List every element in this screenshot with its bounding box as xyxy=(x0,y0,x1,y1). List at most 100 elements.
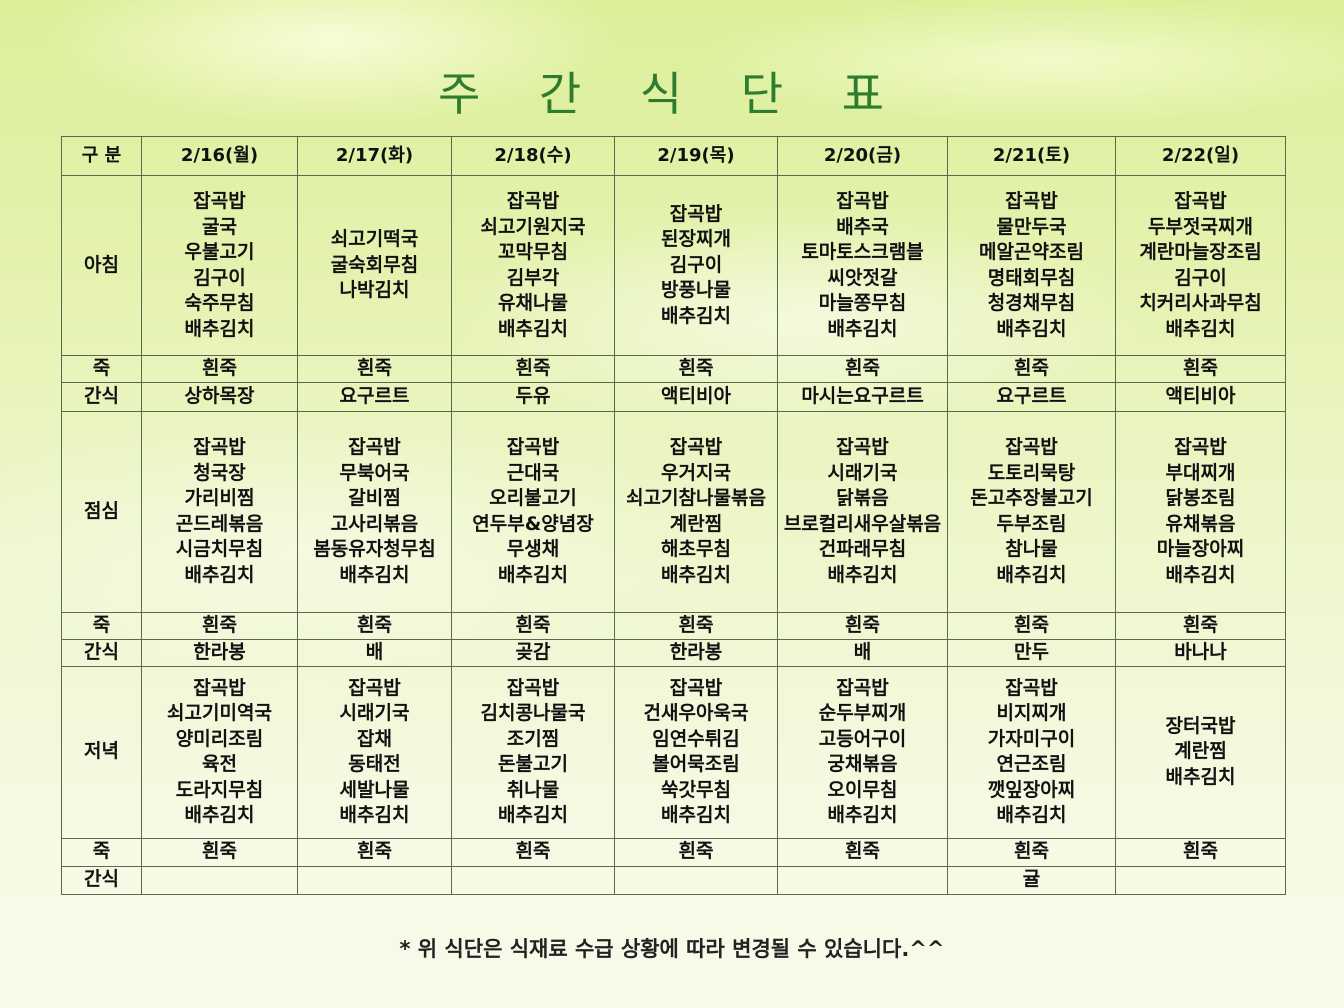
row-label: 간식 xyxy=(61,865,142,895)
menu-item: 시래기국 xyxy=(339,702,410,724)
menu-cell: 잡곡밥 비지찌개 가자미구이 연근조림 깻잎장아찌 배추김치 xyxy=(947,665,1116,839)
menu-item: 배추김치 xyxy=(498,563,568,586)
menu-item: 흰죽 xyxy=(202,613,237,636)
menu-item: 잡곡밥 xyxy=(193,436,246,458)
menu-cell: 흰죽 xyxy=(1115,355,1286,383)
menu-item: 건새우아욱국 xyxy=(643,702,749,724)
menu-item: 바나나 xyxy=(1174,640,1227,663)
menu-item: 배추김치 xyxy=(1165,563,1236,586)
menu-item: 치커리사과무침 xyxy=(1139,292,1262,314)
menu-cell: 잡곡밥 배추국 토마토스크램블 씨앗젓갈 마늘쫑무침 배추김치 xyxy=(777,175,948,356)
day-header: 2/22(일) xyxy=(1115,136,1286,176)
menu-item: 잡곡밥 xyxy=(669,436,723,458)
menu-item: 도토리묵탕 xyxy=(987,461,1076,484)
menu-item: 잡채 xyxy=(357,727,392,750)
menu-item: 배추김치 xyxy=(498,804,568,826)
menu-item: 순두부찌개 xyxy=(818,702,907,724)
menu-item: 배추김치 xyxy=(661,563,731,586)
menu-item: 배추김치 xyxy=(184,563,255,586)
menu-cell: 잡곡밥 부대찌개 닭봉조림 유채볶음 마늘장아찌 배추김치 xyxy=(1115,410,1286,613)
menu-item: 잡곡밥 xyxy=(193,190,246,212)
menu-cell: 잡곡밥 쇠고기원지국 꼬막무침 김부각 유채나물 배추김치 xyxy=(451,175,615,356)
menu-item: 볼어묵조림 xyxy=(652,753,740,775)
menu-item: 배추김치 xyxy=(827,563,898,586)
menu-cell: 잡곡밥 우거지국 쇠고기참나물볶음 계란찜 해초무침 배추김치 xyxy=(614,410,778,613)
menu-item: 잡곡밥 xyxy=(836,190,889,212)
menu-item: 계란마늘장조림 xyxy=(1139,241,1262,263)
menu-cell: 잡곡밥 시래기국 잡채 동태전 세발나물 배추김치 xyxy=(297,665,452,839)
menu-cell xyxy=(777,865,948,895)
menu-item: 흰죽 xyxy=(202,840,237,863)
menu-item: 배추김치 xyxy=(1165,765,1236,788)
menu-cell: 흰죽 xyxy=(1115,611,1286,640)
row-label: 저녁 xyxy=(61,665,142,839)
menu-item: 곤드레볶음 xyxy=(175,512,264,535)
menu-row: 죽 흰죽 흰죽 흰죽 흰죽 흰죽 흰죽 흰죽 xyxy=(61,837,1286,867)
menu-item: 잡곡밥 xyxy=(1005,190,1058,212)
menu-item: 가리비찜 xyxy=(184,487,255,509)
menu-cell: 흰죽 xyxy=(451,837,615,867)
day-header: 2/20(금) xyxy=(777,136,948,176)
menu-item: 흰죽 xyxy=(515,840,551,863)
menu-item: 흰죽 xyxy=(1183,840,1218,863)
menu-item: 브로컬리새우살볶음 xyxy=(783,512,942,535)
menu-cell: 흰죽 xyxy=(451,355,615,383)
menu-cell: 흰죽 xyxy=(141,355,298,383)
menu-cell: 만두 xyxy=(947,638,1116,667)
menu-item: 흰죽 xyxy=(845,357,880,379)
menu-item: 배추김치 xyxy=(184,317,255,340)
menu-item: 가자미구이 xyxy=(987,727,1076,750)
menu-item: 부대찌개 xyxy=(1165,461,1236,484)
menu-cell: 요구르트 xyxy=(947,381,1116,412)
menu-item: 해초무침 xyxy=(661,538,731,560)
menu-item: 잡곡밥 xyxy=(669,676,723,699)
menu-item: 마시는요구르트 xyxy=(801,384,924,407)
menu-item: 우불고기 xyxy=(184,241,255,263)
weekly-menu-table: 구 분 2/16(월) 2/17(화) 2/18(수) 2/19(목) 2/20… xyxy=(61,136,1286,895)
menu-item: 배추김치 xyxy=(996,317,1067,340)
menu-item: 만두 xyxy=(1014,640,1049,663)
row-label: 죽 xyxy=(61,611,142,640)
menu-row: 간식 한라봉 배 곶감 한라봉 배 만두 바나나 xyxy=(61,638,1286,667)
menu-item: 메알곤약조림 xyxy=(979,241,1084,263)
menu-item: 잡곡밥 xyxy=(506,676,560,699)
menu-item: 흰죽 xyxy=(845,840,880,863)
menu-item: 배추김치 xyxy=(827,804,898,826)
menu-item: 배추김치 xyxy=(498,317,568,340)
menu-item: 계란찜 xyxy=(669,512,723,535)
menu-item: 흰죽 xyxy=(357,840,392,863)
menu-item: 취나물 xyxy=(506,778,560,801)
menu-item: 액티비아 xyxy=(661,384,731,407)
menu-item: 오이무침 xyxy=(827,778,898,801)
menu-cell: 한라봉 xyxy=(141,638,298,667)
menu-item: 잡곡밥 xyxy=(506,436,560,458)
day-header: 2/21(토) xyxy=(947,136,1116,176)
menu-cell xyxy=(1115,865,1286,895)
menu-cell: 곶감 xyxy=(451,638,615,667)
menu-cell: 액티비아 xyxy=(614,381,778,412)
menu-item: 흰죽 xyxy=(678,613,714,636)
menu-item: 돈불고기 xyxy=(498,753,568,775)
menu-cell: 흰죽 xyxy=(614,611,778,640)
day-header: 2/19(목) xyxy=(614,136,778,176)
menu-item: 굴국 xyxy=(202,215,237,238)
menu-item: 액티비아 xyxy=(1165,384,1236,407)
menu-cell: 쇠고기떡국 굴숙회무침 나박김치 xyxy=(297,175,452,356)
menu-item: 배 xyxy=(853,640,872,663)
menu-cell: 흰죽 xyxy=(947,355,1116,383)
menu-item: 건파래무침 xyxy=(818,538,907,560)
day-header: 2/18(수) xyxy=(451,136,615,176)
menu-item: 배추김치 xyxy=(339,804,410,826)
menu-item: 근대국 xyxy=(506,461,560,484)
menu-item: 김구이 xyxy=(669,253,723,276)
menu-cell: 흰죽 xyxy=(947,837,1116,867)
menu-cell: 흰죽 xyxy=(297,611,452,640)
menu-item: 계란찜 xyxy=(1174,740,1227,763)
menu-item: 명태회무침 xyxy=(987,266,1076,289)
menu-item: 두부조림 xyxy=(996,512,1067,535)
menu-cell: 흰죽 xyxy=(1115,837,1286,867)
menu-item: 김치콩나물국 xyxy=(480,702,586,724)
menu-item: 장터국밥 xyxy=(1165,714,1236,737)
menu-item: 조기찜 xyxy=(506,727,560,750)
